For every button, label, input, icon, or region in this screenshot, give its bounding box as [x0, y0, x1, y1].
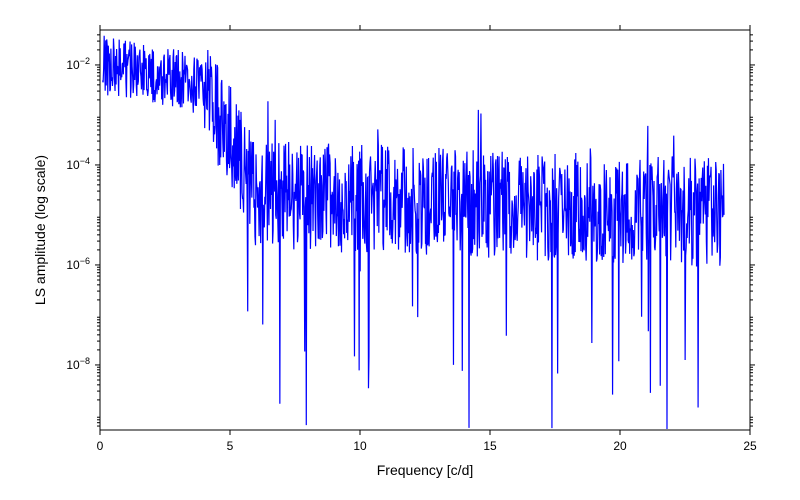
chart-svg: 0 5 10 15 20 25 10−8 10−6 10−4 10−2 Frequency [c/d… — [0, 0, 800, 500]
y-tick-label: 10−8 — [66, 356, 90, 372]
periodogram-line — [103, 36, 724, 429]
x-tick-label: 15 — [483, 439, 497, 453]
x-axis-label: Frequency [c/d] — [377, 462, 474, 478]
periodogram-chart: 0 5 10 15 20 25 10−8 10−6 10−4 10−2 Frequency [c/d… — [0, 0, 800, 500]
y-tick-label: 10−4 — [66, 156, 90, 172]
y-tick-label: 10−2 — [66, 56, 90, 72]
x-tick-label: 20 — [613, 439, 627, 453]
y-axis-label: LS amplitude (log scale) — [32, 155, 48, 305]
x-tick-label: 10 — [353, 439, 367, 453]
x-tick-label: 25 — [743, 439, 757, 453]
y-tick-label: 10−6 — [66, 256, 90, 272]
x-tick-label: 5 — [227, 439, 234, 453]
x-tick-label: 0 — [97, 439, 104, 453]
